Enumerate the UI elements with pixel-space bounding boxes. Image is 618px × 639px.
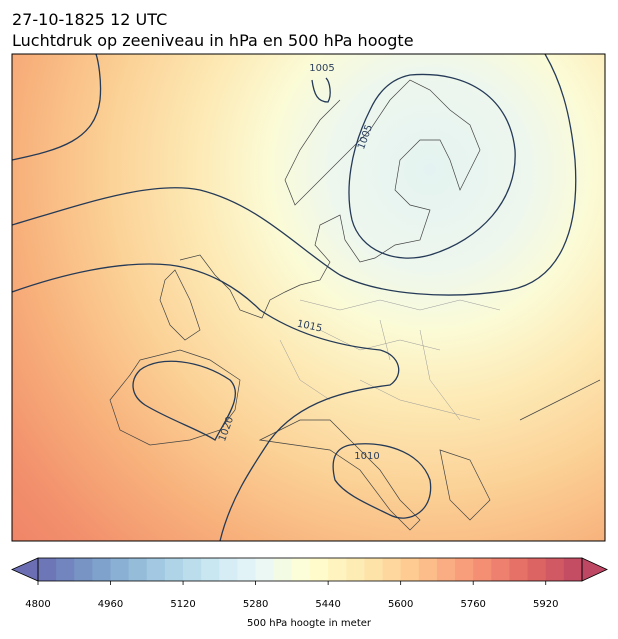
title: 27-10-1825 12 UTC <box>12 10 167 29</box>
colorbar-level <box>255 558 275 581</box>
height-field <box>12 54 605 541</box>
colorbar-level <box>473 558 492 581</box>
colorbar-tick-label: 5120 <box>170 599 195 610</box>
colorbar-level <box>291 558 311 581</box>
colorbar-level <box>237 558 257 581</box>
colorbar-level <box>92 558 112 581</box>
colorbar-level <box>56 558 75 581</box>
colorbar-level <box>164 558 184 581</box>
colorbar-level <box>183 558 202 581</box>
colorbar-level <box>146 558 166 581</box>
colorbar-level <box>364 558 384 581</box>
colorbar-level <box>527 558 547 581</box>
isobar <box>332 443 432 519</box>
map <box>12 54 605 541</box>
colorbar-level <box>563 558 583 581</box>
colorbar-level <box>74 558 93 581</box>
colorbar-level <box>455 558 474 581</box>
colorbar-level <box>219 558 238 581</box>
colorbar-extend-max <box>581 557 608 582</box>
colorbar-tick-label: 5760 <box>460 599 485 610</box>
isobar <box>348 73 516 259</box>
contour-label: 1010 <box>354 451 379 462</box>
colorbar-level <box>418 558 438 581</box>
colorbar-level <box>346 558 365 581</box>
colorbar-label: 500 hPa hoogte in meter <box>247 618 372 629</box>
colorbar-extend-min <box>11 557 39 582</box>
colorbar-level <box>491 558 510 581</box>
isobar <box>132 360 236 441</box>
colorbar-tick-label: 5280 <box>243 599 268 610</box>
contour-label: 1015 <box>296 319 323 335</box>
colorbar-tick-label: 5920 <box>533 599 558 610</box>
colorbar-level <box>436 558 456 581</box>
colorbar-level <box>273 558 293 581</box>
colorbar-level <box>201 558 220 581</box>
colorbar-tick-label: 5440 <box>315 599 340 610</box>
colorbar-level <box>110 558 130 581</box>
colorbar-tick-label: 4800 <box>25 599 50 610</box>
colorbar-level <box>328 558 347 581</box>
colorbar-level <box>545 558 565 581</box>
colorbar-level <box>310 558 329 581</box>
borders <box>279 299 501 421</box>
colorbar-level <box>128 558 148 581</box>
map-frame <box>11 53 606 542</box>
contour-label: 1005 <box>309 63 334 74</box>
isobar <box>12 54 102 161</box>
colorbar-tick-label: 4960 <box>98 599 123 610</box>
colorbar-level <box>38 558 57 581</box>
subtitle: Luchtdruk op zeeniveau in hPa en 500 hPa… <box>12 31 414 50</box>
colorbar-level <box>382 558 402 581</box>
colorbar-frame <box>37 557 583 582</box>
isobar <box>311 77 331 103</box>
colorbar-tick-label: 5600 <box>388 599 413 610</box>
colorbar: 4800 4960 5120 5280 5440 5600 5760 5920 <box>11 557 608 610</box>
isobar <box>12 263 400 541</box>
colorbar-level <box>509 558 529 581</box>
isobar <box>12 54 577 296</box>
colorbar-level <box>400 558 420 581</box>
